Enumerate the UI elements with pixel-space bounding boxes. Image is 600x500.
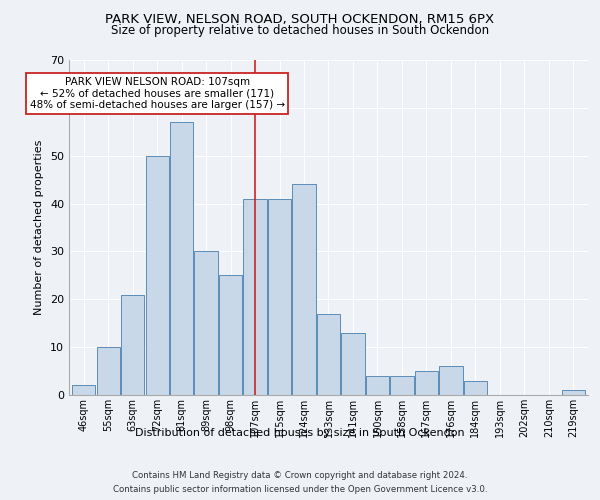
Bar: [146, 156, 169, 395]
Bar: [244, 199, 266, 395]
Bar: [341, 333, 365, 395]
Bar: [268, 199, 291, 395]
Bar: [170, 122, 193, 395]
Text: PARK VIEW NELSON ROAD: 107sqm
← 52% of detached houses are smaller (171)
48% of : PARK VIEW NELSON ROAD: 107sqm ← 52% of d…: [29, 76, 284, 110]
Text: Size of property relative to detached houses in South Ockendon: Size of property relative to detached ho…: [111, 24, 489, 37]
Text: Contains HM Land Registry data © Crown copyright and database right 2024.: Contains HM Land Registry data © Crown c…: [132, 472, 468, 480]
Bar: [97, 347, 120, 395]
Bar: [366, 376, 389, 395]
Text: PARK VIEW, NELSON ROAD, SOUTH OCKENDON, RM15 6PX: PARK VIEW, NELSON ROAD, SOUTH OCKENDON, …: [106, 12, 494, 26]
Bar: [72, 386, 95, 395]
Bar: [219, 276, 242, 395]
Bar: [391, 376, 413, 395]
Bar: [464, 380, 487, 395]
Bar: [415, 371, 438, 395]
Y-axis label: Number of detached properties: Number of detached properties: [34, 140, 44, 315]
Bar: [121, 294, 144, 395]
Bar: [317, 314, 340, 395]
Text: Contains public sector information licensed under the Open Government Licence v3: Contains public sector information licen…: [113, 484, 487, 494]
Bar: [194, 252, 218, 395]
Bar: [562, 390, 585, 395]
Bar: [292, 184, 316, 395]
Bar: [439, 366, 463, 395]
Text: Distribution of detached houses by size in South Ockendon: Distribution of detached houses by size …: [135, 428, 465, 438]
